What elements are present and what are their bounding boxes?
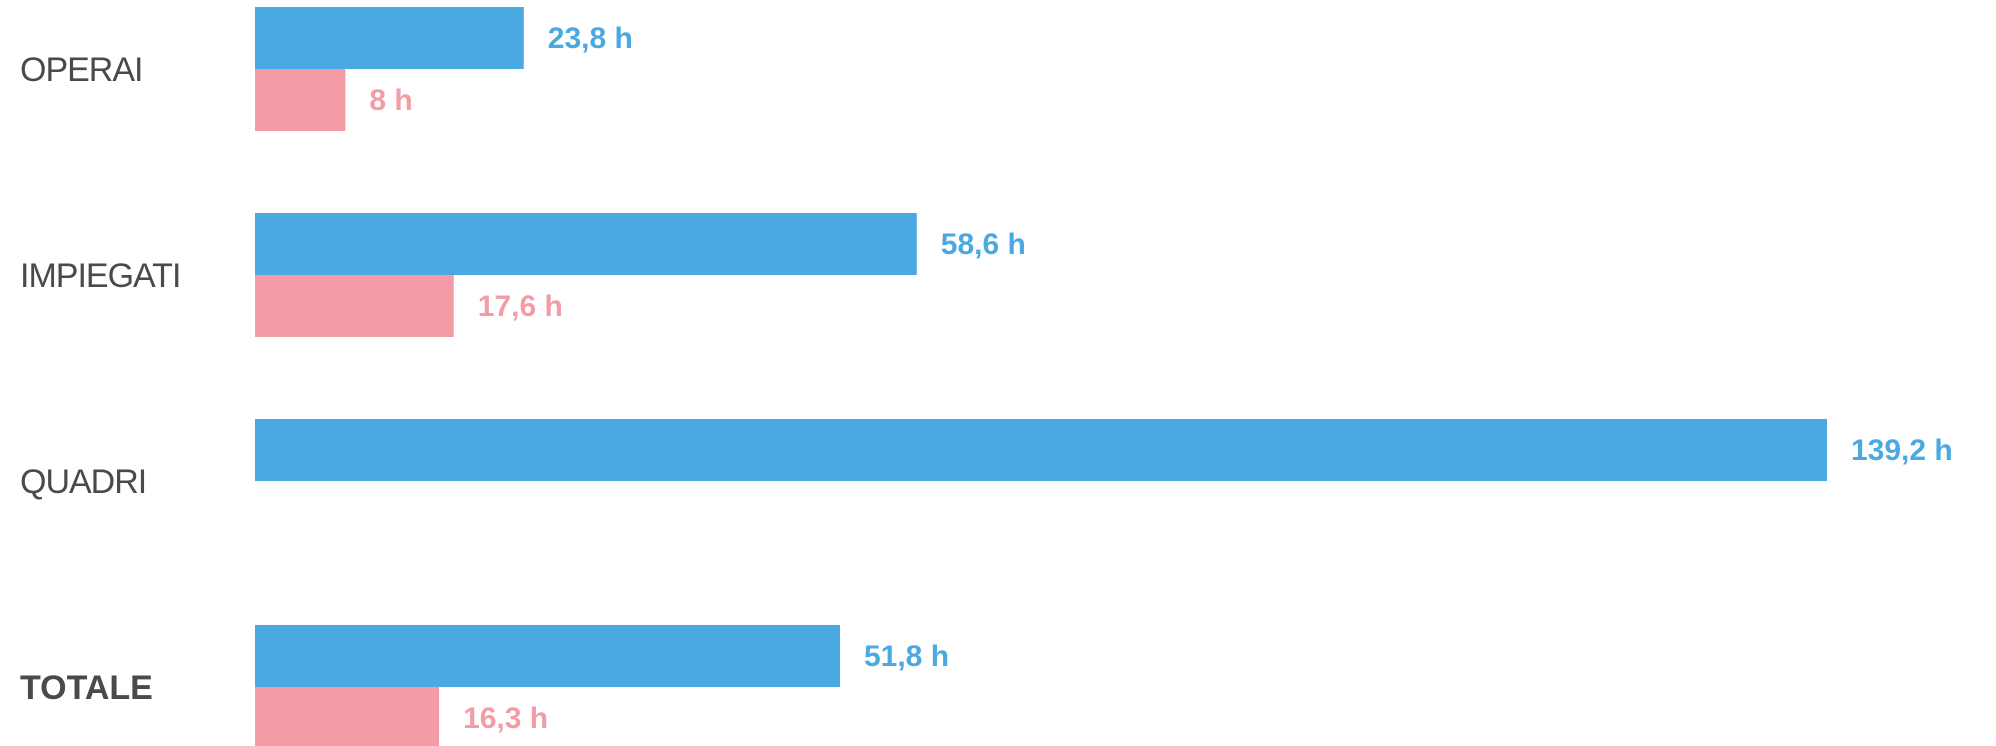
value-label-totale-series-1: 51,8 h — [864, 640, 949, 673]
value-label-quadri-series-1: 139,2 h — [1851, 434, 1953, 467]
category-label-quadri: QUADRI — [20, 463, 146, 501]
category-label-totale: TOTALE — [20, 669, 153, 707]
value-label-impiegati-series-1: 58,6 h — [941, 228, 1026, 261]
bar-impiegati-series-2 — [255, 275, 454, 337]
bar-quadri-series-1 — [255, 419, 1827, 481]
bar-totale-series-2 — [255, 687, 440, 746]
value-label-impiegati-series-2: 17,6 h — [478, 290, 563, 323]
bar-impiegati-series-1 — [255, 213, 917, 275]
bar-totale-series-1 — [255, 625, 840, 687]
bar-operai-series-1 — [255, 7, 524, 69]
category-label-impiegati: IMPIEGATI — [20, 257, 180, 295]
value-label-totale-series-2: 16,3 h — [463, 702, 548, 735]
value-label-operai-series-1: 23,8 h — [548, 22, 633, 55]
value-label-operai-series-2: 8 h — [369, 84, 412, 117]
category-label-operai: OPERAI — [20, 51, 142, 89]
bar-operai-series-2 — [255, 69, 346, 131]
